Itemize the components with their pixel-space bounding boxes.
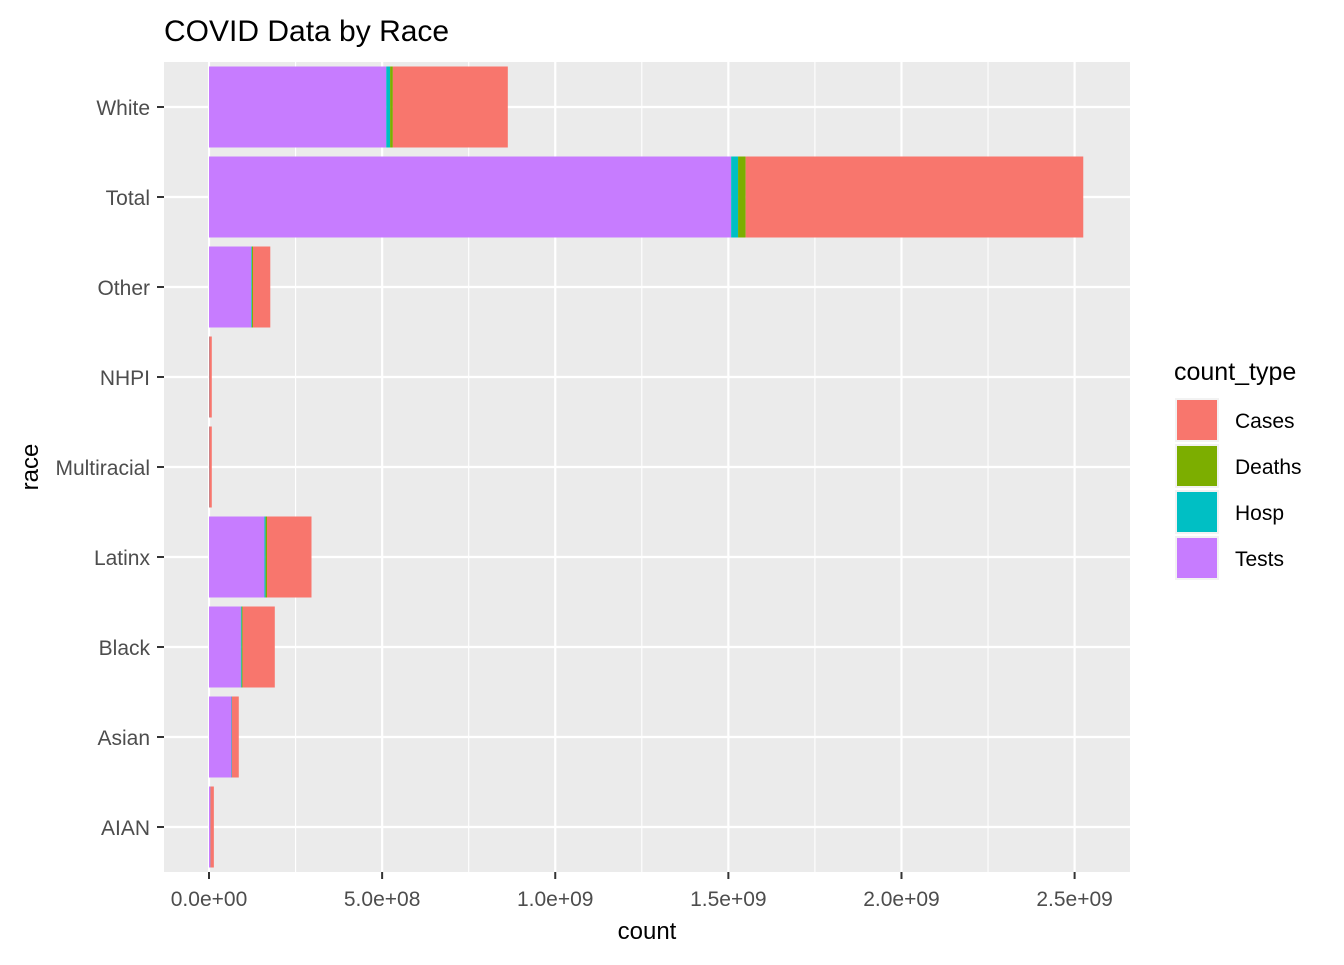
y-tick-label: AIAN xyxy=(101,817,150,840)
bar-nhpi-tests xyxy=(209,336,210,418)
x-tick-label: 2.0e+09 xyxy=(863,888,940,911)
legend-title: count_type xyxy=(1174,358,1296,386)
bar-latinx-hosp xyxy=(264,516,266,598)
x-tick-label: 5.0e+08 xyxy=(344,888,421,911)
bar-white-hosp xyxy=(386,66,391,148)
legend-label-cases: Cases xyxy=(1235,410,1295,433)
bar-black-tests xyxy=(209,606,241,688)
y-tick-label: Multiracial xyxy=(55,457,150,480)
y-tick-label: White xyxy=(96,97,150,120)
x-tick-label: 2.5e+09 xyxy=(1036,888,1113,911)
y-tick-label: NHPI xyxy=(100,367,150,390)
bar-nhpi-cases xyxy=(209,336,212,418)
bar-latinx-tests xyxy=(209,516,265,598)
bar-latinx-deaths xyxy=(265,516,268,598)
bar-aian-cases xyxy=(210,786,214,868)
bar-multiracial-tests xyxy=(209,426,210,508)
bar-asian-cases xyxy=(232,696,239,778)
x-tick-label: 1.0e+09 xyxy=(517,888,594,911)
bar-total-deaths xyxy=(738,156,746,238)
y-tick-label: Asian xyxy=(97,727,150,750)
bar-black-deaths xyxy=(241,606,243,688)
bar-other-tests xyxy=(209,246,252,328)
legend-label-hosp: Hosp xyxy=(1235,502,1284,525)
y-axis-title: race xyxy=(17,444,44,491)
y-tick-label: Other xyxy=(97,277,150,300)
bar-multiracial-cases xyxy=(209,426,212,508)
x-tick-label: 0.0e+00 xyxy=(171,888,248,911)
bar-white-cases xyxy=(392,66,508,148)
bar-other-hosp xyxy=(251,246,252,328)
bar-black-cases xyxy=(242,606,275,688)
legend-swatch-tests xyxy=(1177,538,1217,578)
bar-asian-hosp xyxy=(231,696,233,778)
legend-swatch-hosp xyxy=(1177,492,1217,532)
x-tick-label: 1.5e+09 xyxy=(690,888,767,911)
bar-aian-tests xyxy=(209,786,211,868)
y-tick-label: Black xyxy=(99,637,151,660)
chart-title: COVID Data by Race xyxy=(164,15,449,48)
bar-white-tests xyxy=(209,66,387,148)
x-axis: 0.0e+00 5.0e+08 1.0e+09 1.5e+09 2.0e+09 2.5e+… xyxy=(171,872,1113,911)
y-axis: AIAN Asian Black Latinx Multiracial NHPI Other… xyxy=(55,97,164,840)
bar-other-cases xyxy=(252,246,271,328)
bar-asian-tests xyxy=(209,696,232,778)
bar-white-deaths xyxy=(390,66,393,148)
legend-label-deaths: Deaths xyxy=(1235,456,1302,479)
bars xyxy=(209,66,1084,868)
legend: count_type Cases Deaths Hosp Tests xyxy=(1174,358,1302,580)
x-axis-title: count xyxy=(618,918,677,945)
y-tick-label: Total xyxy=(106,187,150,210)
legend-swatch-cases xyxy=(1177,400,1217,440)
legend-swatch-deaths xyxy=(1177,446,1217,486)
bar-total-tests xyxy=(209,156,732,238)
bar-other-deaths xyxy=(251,246,253,328)
bar-total-cases xyxy=(745,156,1084,238)
bar-total-hosp xyxy=(731,156,739,238)
bar-black-hosp xyxy=(240,606,242,688)
y-tick-label: Latinx xyxy=(94,547,151,570)
bar-latinx-cases xyxy=(267,516,312,598)
legend-label-tests: Tests xyxy=(1235,548,1284,571)
